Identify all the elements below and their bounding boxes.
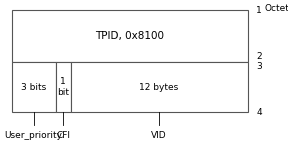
Bar: [12, 62, 56, 112]
Text: 1
bit: 1 bit: [57, 77, 69, 97]
Text: VID: VID: [151, 131, 167, 140]
Text: User_priority: User_priority: [5, 131, 63, 140]
Text: Octet: Octet: [265, 4, 288, 13]
Bar: [56, 62, 71, 112]
Text: TPID, 0x8100: TPID, 0x8100: [95, 31, 164, 41]
Text: 2: 2: [256, 52, 262, 61]
Text: CFI: CFI: [56, 131, 70, 140]
Bar: [71, 62, 248, 112]
Text: 12 bytes: 12 bytes: [139, 83, 179, 92]
Bar: [12, 10, 248, 62]
Text: 1: 1: [256, 6, 262, 15]
Text: 4: 4: [256, 108, 262, 117]
Text: 3 bits: 3 bits: [21, 83, 46, 92]
Text: 3: 3: [256, 62, 262, 71]
